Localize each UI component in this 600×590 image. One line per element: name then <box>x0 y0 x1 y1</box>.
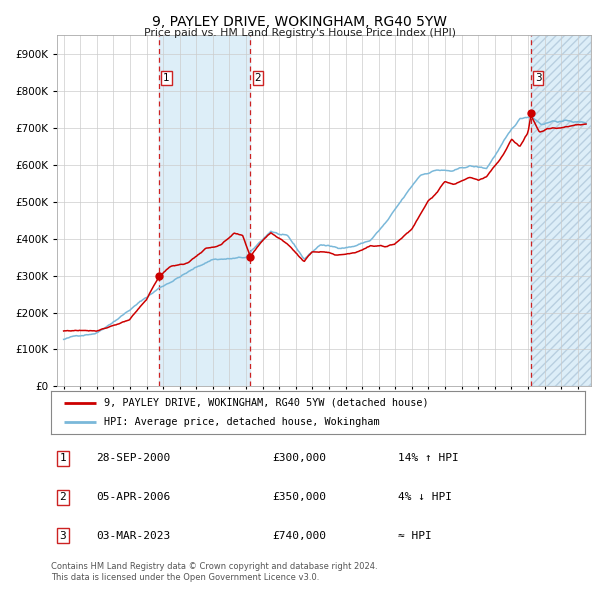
Text: 2: 2 <box>254 73 261 83</box>
Text: 9, PAYLEY DRIVE, WOKINGHAM, RG40 5YW: 9, PAYLEY DRIVE, WOKINGHAM, RG40 5YW <box>152 15 448 30</box>
Text: 1: 1 <box>59 453 66 463</box>
Text: 28-SEP-2000: 28-SEP-2000 <box>97 453 170 463</box>
Text: 03-MAR-2023: 03-MAR-2023 <box>97 531 170 541</box>
Text: HPI: Average price, detached house, Wokingham: HPI: Average price, detached house, Woki… <box>104 417 380 427</box>
Bar <box>159 35 250 386</box>
Text: 4% ↓ HPI: 4% ↓ HPI <box>398 492 452 502</box>
Text: 14% ↑ HPI: 14% ↑ HPI <box>398 453 459 463</box>
Text: Price paid vs. HM Land Registry's House Price Index (HPI): Price paid vs. HM Land Registry's House … <box>144 28 456 38</box>
Text: 3: 3 <box>535 73 542 83</box>
Text: £740,000: £740,000 <box>272 531 326 541</box>
Text: £350,000: £350,000 <box>272 492 326 502</box>
Text: ≈ HPI: ≈ HPI <box>398 531 432 541</box>
Text: 05-APR-2006: 05-APR-2006 <box>97 492 170 502</box>
Text: £300,000: £300,000 <box>272 453 326 463</box>
Bar <box>531 35 591 386</box>
Text: 3: 3 <box>59 531 66 541</box>
Text: Contains HM Land Registry data © Crown copyright and database right 2024.
This d: Contains HM Land Registry data © Crown c… <box>51 562 377 582</box>
Text: 9, PAYLEY DRIVE, WOKINGHAM, RG40 5YW (detached house): 9, PAYLEY DRIVE, WOKINGHAM, RG40 5YW (de… <box>104 398 429 408</box>
Text: 1: 1 <box>163 73 170 83</box>
Text: 2: 2 <box>59 492 66 502</box>
Bar <box>531 35 591 386</box>
